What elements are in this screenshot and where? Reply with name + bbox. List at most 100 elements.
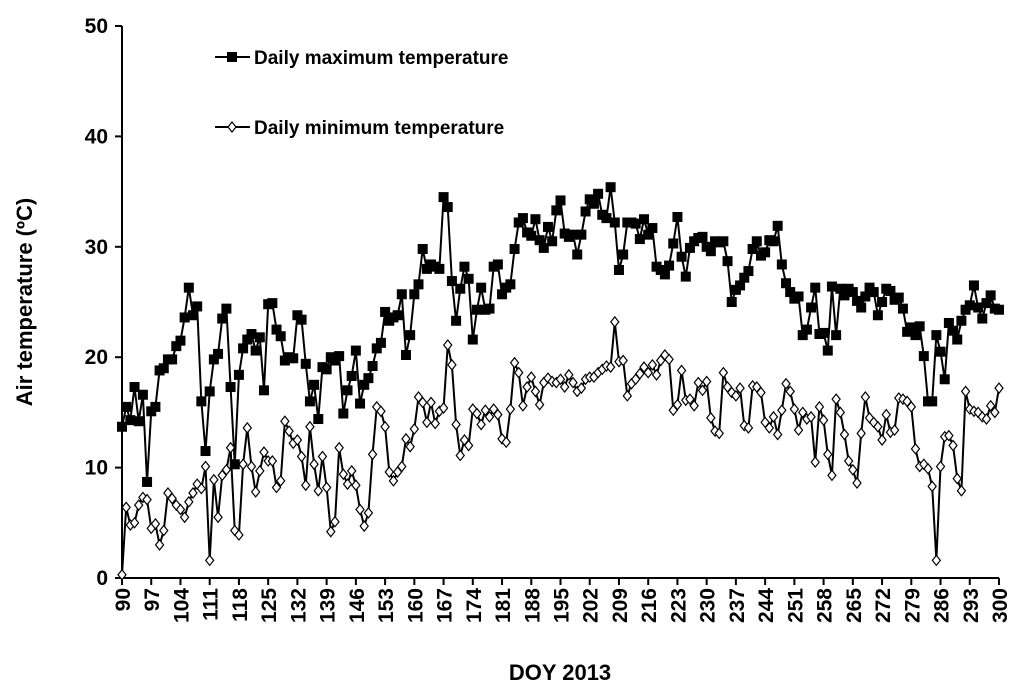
data-point	[651, 368, 662, 381]
data-point	[246, 460, 257, 473]
data-point	[284, 425, 294, 438]
data-point	[254, 332, 265, 343]
data-point	[313, 414, 324, 425]
data-point	[785, 385, 795, 398]
data-point	[513, 366, 524, 379]
data-point	[973, 302, 984, 313]
data-point	[985, 399, 996, 412]
y-tick-label: 50	[85, 15, 108, 38]
data-point	[664, 353, 674, 366]
data-point	[810, 282, 821, 293]
data-point	[405, 330, 416, 341]
data-point	[726, 297, 737, 307]
data-point	[985, 290, 996, 301]
data-point	[238, 343, 249, 354]
data-point	[292, 434, 303, 446]
data-point	[417, 244, 428, 255]
x-tick-label: 111	[200, 588, 223, 621]
data-point	[476, 418, 486, 431]
data-point	[568, 376, 578, 389]
data-point	[271, 324, 282, 335]
data-point	[823, 448, 833, 461]
data-point	[167, 354, 178, 365]
data-point	[676, 251, 687, 262]
data-point	[534, 398, 545, 411]
data-point	[296, 314, 307, 325]
data-point	[204, 554, 215, 567]
data-point	[848, 463, 858, 476]
data-point	[526, 371, 537, 384]
data-point	[350, 345, 361, 356]
data-point	[672, 211, 683, 222]
x-tick-label: 244	[755, 588, 778, 623]
data-point	[647, 358, 658, 371]
data-point	[826, 281, 837, 292]
x-tick-label: 160	[404, 588, 427, 623]
data-point	[229, 459, 240, 470]
data-point	[309, 379, 320, 390]
data-point	[446, 276, 457, 287]
data-point	[927, 480, 937, 493]
data-point	[777, 404, 787, 417]
data-point	[768, 236, 779, 247]
data-point	[359, 379, 370, 390]
data-point	[588, 198, 599, 209]
data-point	[910, 330, 921, 341]
data-point	[213, 348, 224, 359]
data-point	[760, 247, 771, 258]
data-point	[601, 213, 612, 224]
data-point	[530, 214, 541, 225]
y-tick-label: 40	[85, 125, 108, 148]
data-point	[994, 304, 1004, 315]
data-point	[392, 310, 403, 321]
data-point	[305, 420, 315, 433]
data-point	[187, 310, 198, 321]
data-point	[843, 455, 854, 467]
data-point	[806, 302, 817, 313]
legend-marker	[227, 52, 237, 62]
data-point	[931, 330, 942, 341]
data-point	[852, 477, 862, 490]
data-point	[267, 455, 278, 467]
data-point	[564, 368, 574, 381]
data-point	[731, 389, 741, 402]
data-point	[363, 373, 374, 384]
data-point	[200, 446, 211, 457]
data-point	[881, 408, 892, 421]
y-tick-label: 10	[85, 457, 108, 480]
data-point	[238, 458, 248, 471]
data-point	[643, 366, 653, 379]
data-point	[609, 217, 620, 228]
data-point	[196, 396, 207, 407]
x-tick-label: 286	[931, 588, 954, 623]
data-point	[121, 501, 131, 514]
data-point	[872, 310, 883, 321]
data-point	[380, 420, 390, 433]
data-point	[722, 256, 733, 267]
data-point	[827, 469, 837, 482]
data-point	[647, 223, 658, 234]
data-point	[401, 432, 411, 445]
data-point	[751, 236, 762, 247]
data-point	[196, 482, 207, 495]
data-point	[764, 421, 775, 434]
data-point	[977, 313, 988, 324]
data-point	[501, 436, 511, 449]
data-point	[497, 289, 508, 300]
data-point	[831, 330, 842, 341]
data-point	[697, 384, 708, 397]
data-point	[330, 515, 340, 528]
x-tick-label: 251	[784, 588, 807, 623]
data-point	[772, 428, 783, 441]
data-point	[467, 334, 478, 345]
data-point	[280, 415, 290, 428]
data-point	[150, 517, 161, 530]
data-point	[555, 195, 566, 206]
data-point	[943, 317, 954, 328]
data-point	[897, 303, 908, 314]
data-point	[968, 280, 979, 291]
data-point	[388, 474, 399, 487]
data-point	[129, 516, 140, 529]
data-point	[768, 410, 779, 423]
data-point	[422, 416, 432, 429]
